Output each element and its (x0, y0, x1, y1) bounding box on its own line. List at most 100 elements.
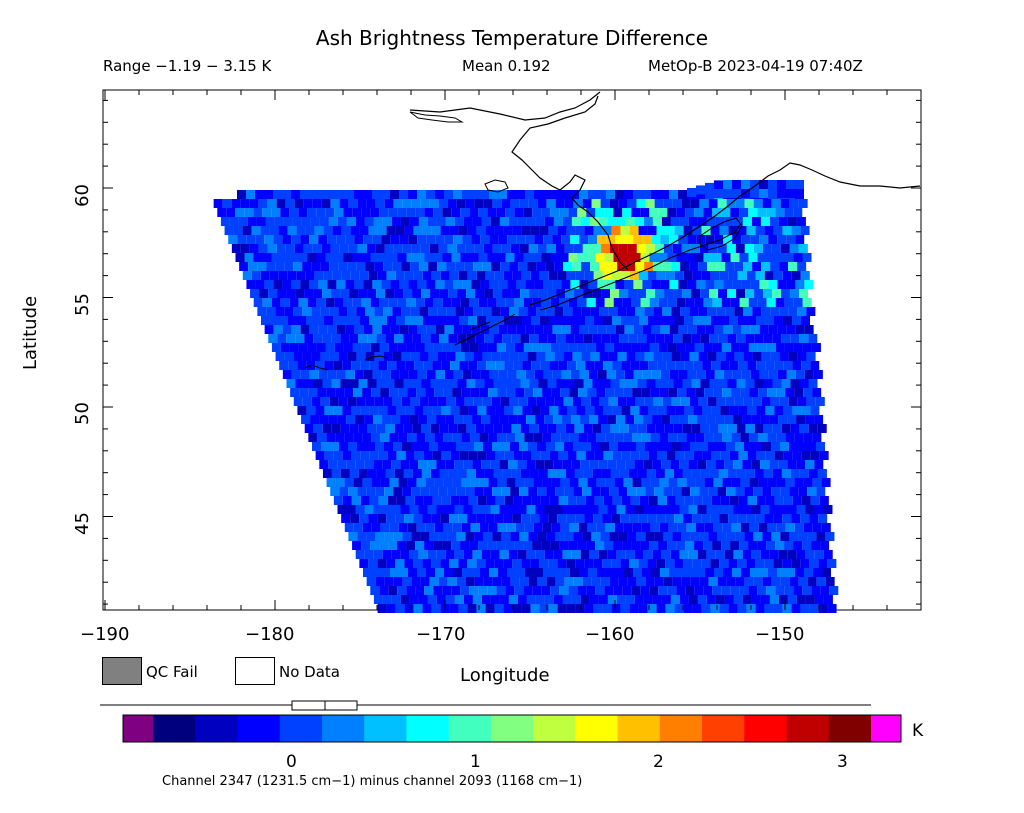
swath-pixel (481, 595, 491, 604)
swath-pixel (552, 235, 562, 244)
swath-pixel (759, 235, 769, 244)
swath-pixel (246, 190, 255, 199)
swath-pixel (353, 433, 363, 442)
swath-pixel (768, 189, 777, 198)
swath-pixel (471, 190, 480, 199)
swath-pixel (731, 523, 741, 532)
swath-pixel (324, 361, 334, 370)
swath-pixel (358, 289, 368, 298)
swath-pixel (807, 577, 817, 586)
swath-pixel (598, 595, 608, 604)
swath-pixel (601, 289, 611, 298)
swath-pixel (355, 217, 365, 226)
swath-pixel (228, 235, 238, 244)
swath-pixel (383, 352, 393, 361)
swath-pixel (465, 487, 475, 496)
swath-pixel (760, 550, 770, 559)
swath-pixel (404, 514, 414, 523)
swath-pixel (262, 298, 272, 307)
swath-pixel (559, 586, 569, 595)
swath-pixel (696, 325, 706, 334)
swath-pixel (663, 487, 673, 496)
swath-pixel (562, 550, 572, 559)
swath-pixel (768, 325, 778, 334)
swath-pixel (650, 478, 660, 487)
swath-pixel (781, 424, 791, 433)
swath-pixel (668, 478, 678, 487)
swath-pixel (719, 559, 729, 568)
swath-pixel (589, 505, 599, 514)
swath-pixel (419, 397, 429, 406)
swath-pixel (737, 559, 747, 568)
swath-pixel (565, 334, 575, 343)
swath-pixel (616, 595, 626, 604)
swath-pixel (500, 262, 510, 271)
swath-pixel (597, 568, 606, 577)
swath-pixel (649, 586, 659, 595)
swath-pixel (310, 217, 320, 226)
swath-pixel (662, 262, 672, 271)
swath-pixel (280, 208, 290, 217)
swath-pixel (314, 271, 324, 280)
swath-pixel (754, 334, 764, 343)
swath-pixel (588, 190, 597, 199)
swath-pixel (297, 406, 307, 415)
swath-pixel (453, 280, 463, 289)
swath-pixel (678, 370, 688, 379)
swath-pixel (801, 451, 811, 460)
swath-pixel (331, 379, 341, 388)
swath-pixel (412, 334, 422, 343)
swath-pixel (649, 208, 659, 217)
swath-pixel (675, 406, 685, 415)
swath-pixel (302, 262, 312, 271)
swath-pixel (750, 280, 760, 289)
swath-pixel (580, 550, 590, 559)
swath-pixel (780, 199, 790, 208)
swath-pixel (466, 469, 476, 478)
swath-pixel (463, 460, 473, 469)
swath-pixel (497, 388, 507, 397)
swath-pixel (313, 289, 323, 298)
swath-pixel (327, 325, 337, 334)
swath-pixel (823, 505, 833, 514)
swath-pixel (486, 361, 496, 370)
swath-pixel (639, 451, 649, 460)
swath-pixel (418, 460, 428, 469)
swath-pixel (287, 271, 297, 280)
swath-pixel (575, 559, 585, 568)
swath-pixel (435, 235, 445, 244)
swath-pixel (439, 334, 449, 343)
swath-pixel (727, 289, 737, 298)
swath-pixel (379, 343, 389, 352)
swath-pixel (668, 388, 678, 397)
swath-pixel (663, 442, 672, 451)
swath-pixel (308, 433, 318, 442)
swath-pixel (651, 325, 661, 334)
swath-pixel (502, 424, 512, 433)
swath-pixel (297, 316, 306, 325)
swath-pixel (463, 217, 473, 226)
swath-pixel (507, 568, 516, 577)
swath-pixel (804, 568, 813, 577)
swath-pixel (820, 586, 830, 595)
swath-pixel (569, 388, 579, 397)
swath-pixel (427, 595, 437, 604)
swath-pixel (579, 235, 589, 244)
swath-pixel (575, 226, 585, 235)
swath-pixel (706, 460, 716, 469)
swath-pixel (485, 271, 495, 280)
swath-pixel (804, 370, 814, 379)
swath-pixel (621, 451, 631, 460)
swath-pixel (541, 586, 551, 595)
swath-pixel (366, 577, 376, 586)
swath-pixel (757, 253, 767, 262)
swath-pixel (626, 352, 636, 361)
swath-pixel (672, 199, 682, 208)
swath-pixel (444, 280, 454, 289)
swath-pixel (550, 541, 560, 550)
swath-pixel (554, 352, 564, 361)
swath-pixel (711, 451, 721, 460)
swath-pixel (493, 469, 503, 478)
swath-pixel (413, 604, 423, 613)
swath-pixel (445, 595, 455, 604)
